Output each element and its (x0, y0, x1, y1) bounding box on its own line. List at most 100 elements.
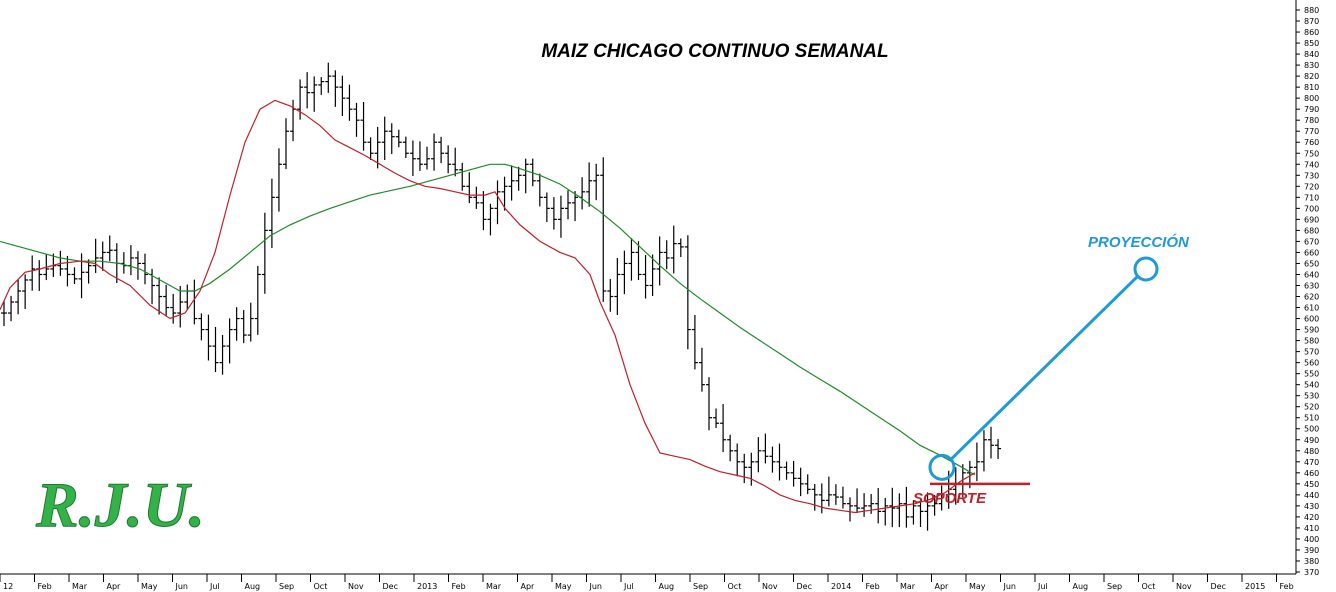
price-tick-label: 690 (1304, 215, 1319, 224)
price-tick-label: 450 (1304, 480, 1319, 489)
price-tick-label: 510 (1304, 414, 1319, 423)
price-tick-label: 590 (1304, 326, 1319, 335)
price-tick-label: 620 (1304, 293, 1319, 302)
price-tick-label: 480 (1304, 447, 1319, 456)
price-tick-label: 820 (1304, 72, 1319, 81)
projection-start-circle (928, 453, 956, 481)
time-tick-label: Mar (486, 582, 502, 591)
time-tick-label: 12 (3, 582, 13, 591)
price-tick-label: 370 (1304, 568, 1319, 577)
support-label: SOPORTE (913, 490, 987, 507)
time-axis: 12 Feb Mar Apr May Jun Jul Aug Sep Oct Nov Dec 2013 F… (0, 573, 1296, 591)
price-tick-label: 600 (1304, 315, 1319, 324)
long-moving-average-line (0, 163, 976, 476)
time-tick-label: Jun (1003, 582, 1017, 591)
price-tick-label: 800 (1304, 94, 1319, 103)
price-tick-label: 780 (1304, 116, 1319, 125)
time-tick-label: Aug (245, 582, 261, 591)
time-tick-label: Apr (521, 582, 536, 591)
time-tick-label: Feb (38, 582, 52, 591)
time-tick-label: Mar (72, 582, 88, 591)
projection-line (949, 275, 1139, 461)
time-tick-label: May (141, 582, 158, 591)
time-tick-label: Dec (1211, 582, 1226, 591)
time-tick-label: Sep (693, 582, 708, 591)
short-moving-average-line (0, 99, 976, 514)
time-tick-label: 2015 (1245, 582, 1265, 591)
price-tick-label: 470 (1304, 458, 1319, 467)
price-axis: 370 380 390 400 410 420 430 440 450 460 470 480 490 5… (1295, 0, 1319, 577)
price-tick-label: 830 (1304, 61, 1319, 70)
time-tick-label: Sep (1107, 582, 1122, 591)
price-tick-label: 730 (1304, 171, 1319, 180)
time-tick-label: Sep (279, 582, 294, 591)
price-tick-label: 430 (1304, 502, 1319, 511)
price-tick-label: 380 (1304, 557, 1319, 566)
price-tick-label: 580 (1304, 337, 1319, 346)
plot-area (0, 62, 1002, 531)
price-tick-label: 840 (1304, 50, 1319, 59)
price-tick-label: 810 (1304, 83, 1319, 92)
price-tick-label: 390 (1304, 546, 1319, 555)
price-tick-label: 550 (1304, 370, 1319, 379)
time-tick-label: Feb (866, 582, 880, 591)
price-tick-label: 530 (1304, 392, 1319, 401)
time-tick-label: Jun (589, 582, 603, 591)
price-tick-label: 400 (1304, 535, 1319, 544)
price-tick-label: 630 (1304, 281, 1319, 290)
projection-label: PROYECCIÓN (1088, 233, 1190, 251)
price-tick-label: 540 (1304, 381, 1319, 390)
price-tick-label: 720 (1304, 182, 1319, 191)
price-tick-label: 870 (1304, 17, 1319, 26)
price-tick-label: 520 (1304, 403, 1319, 412)
time-tick-label: Aug (1073, 582, 1089, 591)
time-tick-label: Jun (175, 582, 189, 591)
time-tick-label: Feb (1280, 582, 1294, 591)
price-tick-label: 560 (1304, 359, 1319, 368)
chart-title: MAIZ CHICAGO CONTINUO SEMANAL (541, 41, 888, 62)
price-tick-label: 650 (1304, 259, 1319, 268)
time-tick-label: Nov (1176, 582, 1192, 591)
price-tick-label: 850 (1304, 39, 1319, 48)
time-tick-label: 2013 (417, 582, 437, 591)
price-tick-label: 760 (1304, 138, 1319, 147)
time-tick-label: Mar (900, 582, 916, 591)
price-tick-label: 490 (1304, 436, 1319, 445)
price-tick-label: 440 (1304, 491, 1319, 500)
time-tick-label: Feb (452, 582, 466, 591)
price-tick-label: 570 (1304, 348, 1319, 357)
price-tick-label: 750 (1304, 149, 1319, 158)
price-tick-label: 410 (1304, 524, 1319, 533)
time-tick-label: May (969, 582, 986, 591)
time-tick-label: Nov (762, 582, 778, 591)
time-tick-label: Apr (935, 582, 950, 591)
price-tick-label: 860 (1304, 28, 1319, 37)
time-tick-label: Aug (659, 582, 675, 591)
price-tick-label: 670 (1304, 237, 1319, 246)
price-tick-label: 420 (1304, 513, 1319, 522)
time-tick-label: Dec (383, 582, 398, 591)
price-tick-label: 790 (1304, 105, 1319, 114)
price-tick-label: 710 (1304, 193, 1319, 202)
price-tick-label: 640 (1304, 270, 1319, 279)
time-tick-label: May (555, 582, 572, 591)
time-tick-label: Dec (797, 582, 812, 591)
price-tick-label: 610 (1304, 304, 1319, 313)
time-tick-label: Oct (728, 582, 742, 591)
time-tick-label: 2014 (831, 582, 851, 591)
time-tick-label: Oct (1142, 582, 1156, 591)
price-tick-label: 700 (1304, 204, 1319, 213)
price-tick-label: 770 (1304, 127, 1319, 136)
price-tick-label: 740 (1304, 160, 1319, 169)
time-tick-label: Jul (1037, 582, 1048, 591)
price-tick-label: 660 (1304, 248, 1319, 257)
time-tick-label: Nov (348, 582, 364, 591)
price-tick-label: 460 (1304, 469, 1319, 478)
time-tick-label: Apr (107, 582, 122, 591)
time-tick-label: Oct (314, 582, 328, 591)
price-tick-label: 880 (1304, 6, 1319, 15)
projection-end-circle (1133, 256, 1159, 282)
time-tick-label: Jul (623, 582, 634, 591)
price-tick-label: 500 (1304, 425, 1319, 434)
